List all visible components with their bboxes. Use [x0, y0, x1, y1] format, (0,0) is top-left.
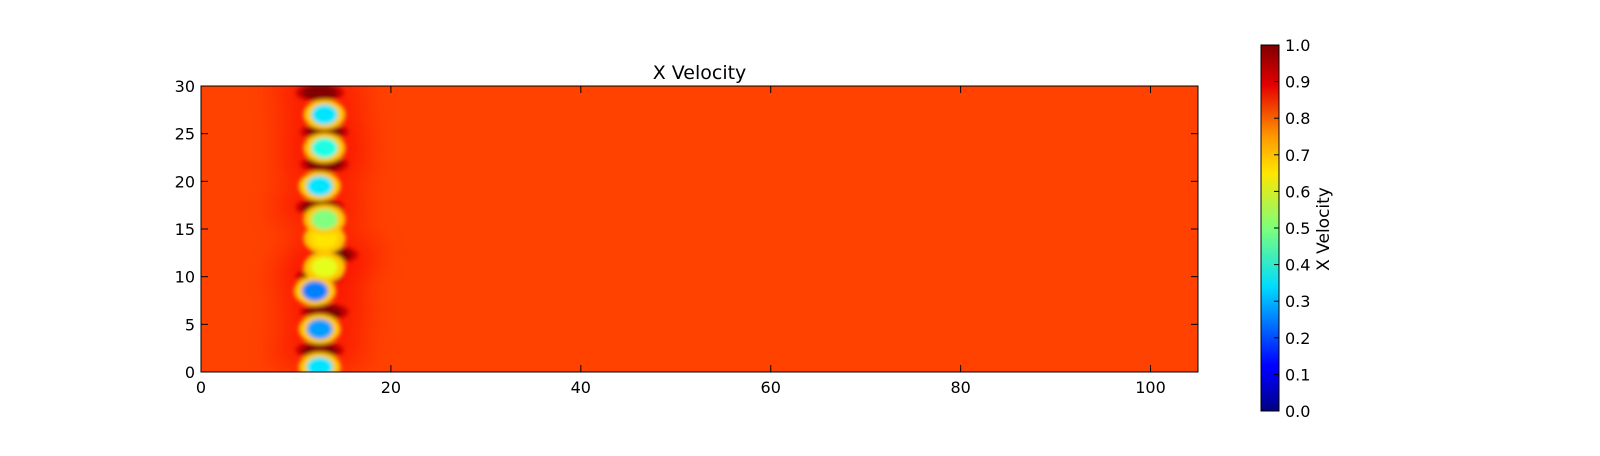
y-tick-label: 0	[185, 363, 195, 382]
y-axis: 0 5 10 15 20 25 30	[175, 77, 1198, 382]
y-tick-label: 25	[175, 125, 195, 144]
x-axis: 0 20 40 60 80 100	[196, 86, 1166, 397]
colorbar-ticks: 0.0 0.1 0.2 0.3 0.4 0.5 0.6 0.7 0.8 0.9 1.0	[1274, 36, 1310, 421]
y-tick-label: 30	[175, 77, 195, 96]
y-tick-label: 15	[175, 220, 195, 239]
y-tick-label: 10	[175, 268, 195, 287]
wake-core	[306, 319, 333, 340]
colorbar-tick-label: 0.8	[1285, 109, 1310, 128]
feature-layer	[293, 86, 358, 372]
colorbar-tick-label: 0.1	[1285, 365, 1310, 384]
colorbar-tick-label: 0.7	[1285, 146, 1310, 165]
colorbar-tick-label: 1.0	[1285, 36, 1310, 55]
wake-core	[301, 280, 328, 301]
colorbar-tick-label: 0.4	[1285, 256, 1310, 275]
x-tick-label: 60	[761, 378, 781, 397]
y-tick-label: 5	[185, 315, 195, 334]
chart-title: X Velocity	[653, 62, 747, 84]
colorbar-tick-label: 0.5	[1285, 219, 1310, 238]
heatmap-area	[200, 85, 1199, 373]
wake-core	[311, 104, 338, 125]
x-tick-label: 0	[196, 378, 206, 397]
x-tick-label: 20	[381, 378, 401, 397]
x-tick-label: 40	[571, 378, 591, 397]
wake-core	[306, 357, 333, 372]
x-tick-label: 80	[950, 378, 970, 397]
y-tick-label: 20	[175, 172, 195, 191]
colorbar-tick-label: 0.9	[1285, 73, 1310, 92]
x-tick-label: 100	[1135, 378, 1166, 397]
colorbar-tick-label: 0.0	[1285, 402, 1310, 421]
colorbar-label: X Velocity	[1314, 187, 1334, 271]
colorbar-tick-label: 0.6	[1285, 182, 1310, 201]
colorbar-tick-label: 0.3	[1285, 292, 1310, 311]
wake-core	[311, 209, 338, 230]
colorbar-tick-label: 0.2	[1285, 329, 1310, 348]
colorbar: 0.0 0.1 0.2 0.3 0.4 0.5 0.6 0.7 0.8 0.9 1.0 X Velo…	[1260, 36, 1334, 421]
wake-core	[311, 257, 338, 278]
wake-core	[306, 176, 333, 197]
jet-core	[301, 86, 338, 100]
jet-core	[301, 343, 338, 358]
wake-core	[311, 137, 338, 158]
